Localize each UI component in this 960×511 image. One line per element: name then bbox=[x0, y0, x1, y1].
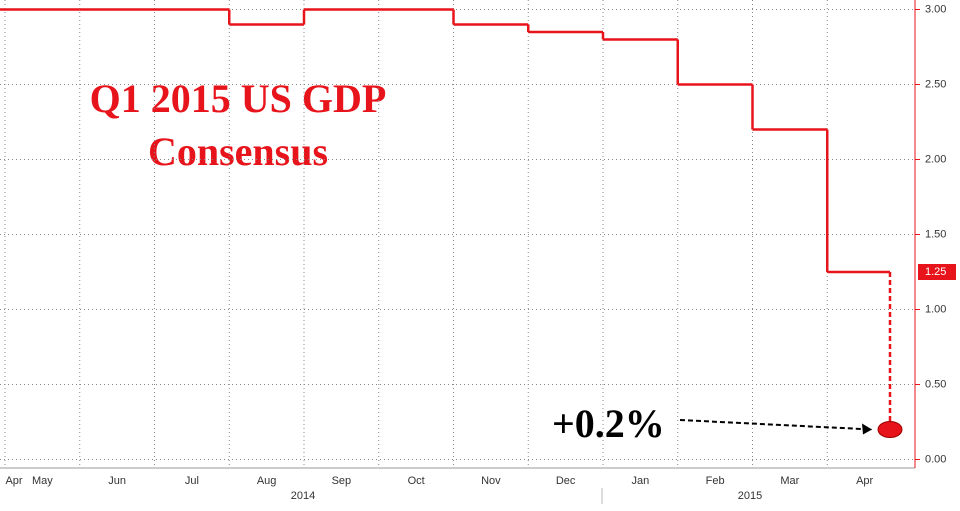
y-tick-label: 1.50 bbox=[925, 228, 946, 240]
x-tick-label: Sep bbox=[332, 475, 352, 487]
y-tick-label: 0.00 bbox=[925, 453, 946, 465]
x-tick-label: Jan bbox=[632, 475, 650, 487]
y-tick-label: 3.00 bbox=[925, 3, 946, 15]
x-tick-label: Nov bbox=[481, 475, 501, 487]
last-value-tag bbox=[918, 264, 956, 280]
y-tick-label: 1.00 bbox=[925, 303, 946, 315]
x-tick-label: Apr bbox=[5, 475, 22, 487]
year-label: 2014 bbox=[291, 490, 315, 502]
x-tick-label: Apr bbox=[856, 475, 873, 487]
last-value-label: 1.25 bbox=[925, 266, 946, 278]
x-tick-label: Jun bbox=[108, 475, 126, 487]
x-tick-label: Aug bbox=[257, 475, 277, 487]
x-tick-label: Feb bbox=[706, 475, 725, 487]
chart-title: Q1 2015 US GDP bbox=[90, 76, 387, 121]
x-tick-label: Dec bbox=[556, 475, 576, 487]
y-tick-label: 2.50 bbox=[925, 78, 946, 90]
x-tick-label: Oct bbox=[408, 475, 425, 487]
annotation-arrow bbox=[679, 419, 873, 431]
arrow-head bbox=[862, 423, 872, 435]
annotation-label: +0.2% bbox=[552, 401, 665, 446]
x-tick-label: Mar bbox=[780, 475, 799, 487]
x-tick-label: Jul bbox=[185, 475, 199, 487]
y-tick-label: 2.00 bbox=[925, 153, 946, 165]
y-tick-label: 0.50 bbox=[925, 378, 946, 390]
chart-subtitle: Consensus bbox=[148, 129, 328, 174]
annotation-point bbox=[877, 421, 903, 438]
x-tick-label: May bbox=[32, 475, 53, 487]
year-label: 2015 bbox=[738, 490, 762, 502]
